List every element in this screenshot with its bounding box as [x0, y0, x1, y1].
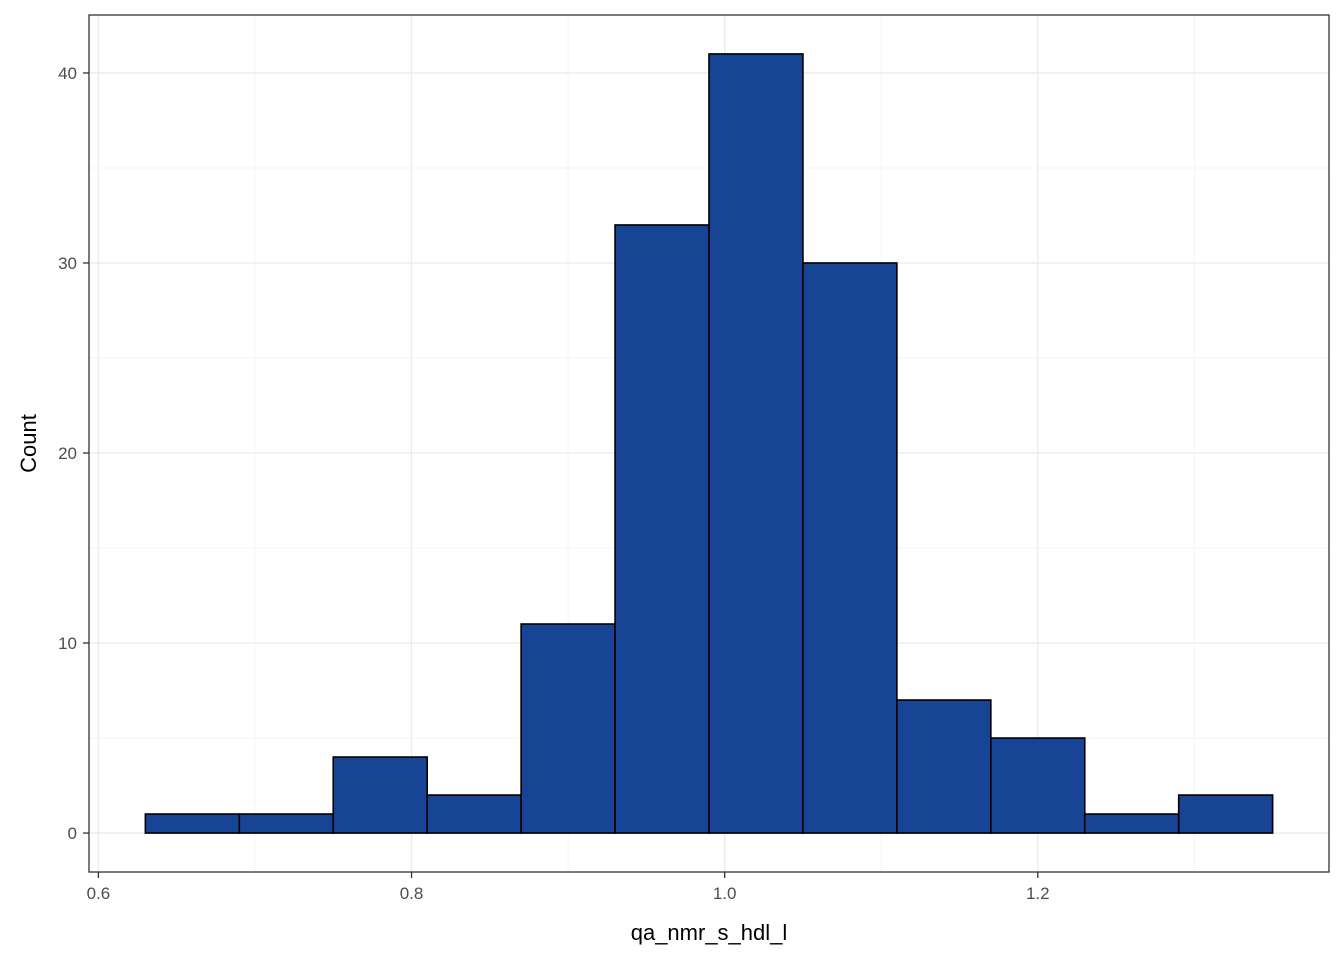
histogram-bar	[990, 737, 1086, 834]
histogram-bar	[144, 813, 241, 834]
y-tick-label: 30	[58, 254, 77, 273]
y-tick-label: 0	[68, 824, 77, 843]
x-tick-label: 0.6	[87, 884, 111, 903]
y-tick-label: 10	[58, 634, 77, 653]
histogram-bars	[144, 53, 1274, 834]
y-axis-title: Count	[16, 414, 41, 473]
histogram-bar	[708, 53, 804, 834]
x-tick-label: 0.8	[400, 884, 424, 903]
x-axis: 0.6 0.8 1.0 1.2	[87, 872, 1050, 903]
x-axis-title: qa_nmr_s_hdl_l	[631, 920, 788, 945]
histogram-bar	[520, 623, 616, 834]
histogram-bar	[614, 224, 710, 834]
panel-border	[88, 14, 1330, 873]
histogram-bar	[426, 794, 522, 834]
x-tick-label: 1.2	[1026, 884, 1050, 903]
y-tick-label: 20	[58, 444, 77, 463]
y-axis: 0 10 20 30 40	[58, 64, 89, 843]
y-tick-label: 40	[58, 64, 77, 83]
histogram-bar	[332, 756, 428, 834]
x-tick-label: 1.0	[713, 884, 737, 903]
histogram-bar	[238, 813, 335, 834]
histogram-bar	[802, 262, 898, 834]
histogram-bar	[1083, 813, 1180, 834]
histogram-bar	[896, 699, 992, 834]
histogram-bar	[1177, 794, 1274, 834]
